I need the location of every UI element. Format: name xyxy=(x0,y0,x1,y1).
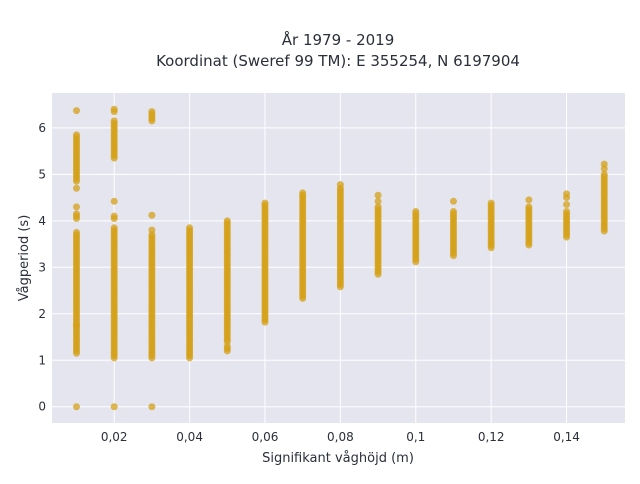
data-point xyxy=(73,184,81,192)
data-point xyxy=(110,197,118,205)
x-tick-label: 0,04 xyxy=(176,430,203,444)
data-point xyxy=(525,196,533,204)
y-tick-label: 5 xyxy=(38,167,46,181)
data-point xyxy=(73,107,81,115)
data-point xyxy=(525,203,533,211)
data-point xyxy=(73,131,81,139)
y-tick-label: 3 xyxy=(38,260,46,274)
data-point xyxy=(600,170,608,178)
data-point xyxy=(73,228,81,236)
data-point xyxy=(73,203,81,211)
data-point xyxy=(110,224,118,232)
x-tick-label: 0,1 xyxy=(406,430,425,444)
y-tick-label: 0 xyxy=(38,400,46,414)
data-point xyxy=(374,203,382,211)
data-point xyxy=(299,189,307,197)
y-axis-title: Vågperiod (s) xyxy=(17,215,32,302)
data-point xyxy=(223,217,231,225)
data-point xyxy=(186,224,194,232)
data-point xyxy=(110,117,118,125)
data-point xyxy=(563,190,571,198)
data-point xyxy=(600,160,608,168)
data-point xyxy=(412,208,420,216)
data-point xyxy=(374,191,382,199)
data-point xyxy=(110,403,118,411)
data-point xyxy=(449,208,457,216)
data-point xyxy=(148,403,156,411)
data-point xyxy=(73,210,81,218)
y-tick-label: 1 xyxy=(38,353,46,367)
chart-title-line1: År 1979 - 2019 xyxy=(282,30,395,49)
chart-title-line2: Koordinat (Sweref 99 TM): E 355254, N 61… xyxy=(156,52,520,70)
y-tick-label: 6 xyxy=(38,121,46,135)
x-tick-label: 0,06 xyxy=(252,430,279,444)
x-tick-label: 0,08 xyxy=(327,430,354,444)
data-point xyxy=(374,197,382,205)
data-point xyxy=(148,226,156,234)
y-axis-ticks: 0 1 2 3 4 5 6 xyxy=(38,121,46,414)
data-point xyxy=(487,199,495,207)
data-point xyxy=(148,108,156,116)
data-point xyxy=(563,201,571,209)
data-point xyxy=(563,208,571,216)
x-axis-title: Signifikant våghöjd (m) xyxy=(262,451,414,466)
data-point xyxy=(449,197,457,205)
x-tick-label: 0,14 xyxy=(553,430,580,444)
data-point xyxy=(336,181,344,189)
data-points xyxy=(73,105,608,411)
data-point xyxy=(73,403,81,411)
data-point xyxy=(110,212,118,220)
data-point xyxy=(148,211,156,219)
y-tick-label: 2 xyxy=(38,307,46,321)
data-point xyxy=(261,199,269,207)
y-tick-label: 4 xyxy=(38,214,46,228)
x-tick-label: 0,12 xyxy=(478,430,505,444)
data-point xyxy=(110,105,118,113)
x-axis-ticks: 0,02 0,04 0,06 0,08 0,1 0,12 0,14 xyxy=(101,430,580,444)
x-tick-label: 0,02 xyxy=(101,430,128,444)
